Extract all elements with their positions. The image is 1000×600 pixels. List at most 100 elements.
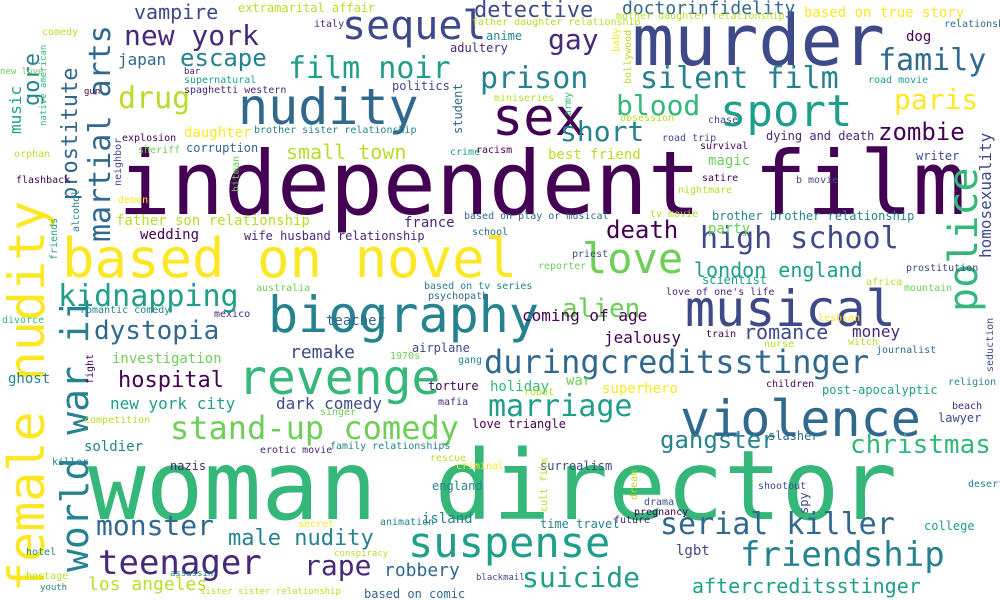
word: comedy [42,27,79,38]
word: children [766,379,815,390]
word: gangster [660,426,776,454]
word: murder [632,0,885,82]
word: flashback [16,175,71,186]
word: erotic movie [260,445,333,456]
word: ghost [8,371,51,387]
word: survival [700,141,749,152]
word: tv movie [650,209,699,220]
word: dog [906,29,932,45]
word: new love [0,67,44,77]
word: based on novel [62,227,518,290]
word: mexico [214,309,251,320]
word: politics [392,79,450,93]
word: psychopath [428,291,489,302]
word: soldier [84,439,144,455]
word: competition [84,415,151,426]
word: paris [894,83,979,116]
word: based on play or musical [464,211,609,222]
word: native american [39,44,49,126]
word: romance [744,320,829,344]
word: small town [286,140,407,164]
word: kidnapping [58,279,239,314]
word: blood [616,89,701,122]
word: party [708,221,751,237]
word: vampire [134,0,219,24]
word: post-apocalyptic [822,383,938,397]
word: based on tv series [424,281,533,292]
word: nudity [238,78,419,136]
word: desert [968,479,1000,490]
word: road trip [662,133,717,144]
word: sequel [342,3,487,49]
word: teacher [326,313,386,329]
word: pregnancy [634,507,689,518]
word: los angeles [88,574,208,595]
word: lesbian [818,313,861,324]
word: explosion [122,133,177,144]
word: teenager [98,543,262,583]
word: adultery [450,41,508,55]
word: nurse [764,339,795,350]
word: bar [184,67,201,77]
word: relationship [944,19,1000,30]
word: marriage [488,389,633,424]
word: robot [524,387,555,398]
word: writer [916,149,960,163]
word: hotel [26,547,57,558]
word: seduction [985,317,996,372]
word: escape [180,44,267,72]
word: journalist [876,345,937,356]
word: secret [298,519,335,530]
word: drug [118,81,191,116]
word: doctorinfidelity [622,0,796,19]
word: mountain [904,283,953,294]
word: corruption [186,141,259,155]
word: daughter [184,125,252,141]
word: holiday [490,379,550,395]
word: family [878,43,987,78]
word: prostitution [906,263,979,274]
word: hitman [231,155,242,192]
word: musical [685,280,896,338]
word: college [924,519,975,533]
word: gang [458,355,483,366]
word: woman director [88,430,898,542]
word: suicide [522,561,641,594]
word: divorce [2,315,45,326]
word: gay [548,23,599,56]
word: martial arts [83,25,118,242]
word: biography [268,286,539,344]
word: beach [952,401,983,412]
word: chase [708,115,739,126]
word: lawyer [938,411,982,425]
word: war [566,373,592,389]
word: surrealism [540,459,613,473]
word: violence [680,390,921,448]
word: drama [644,497,675,508]
word: school [472,227,509,238]
word: cult film [539,457,550,512]
word: blackmail [476,573,525,583]
word: torture [428,379,479,393]
word: sheriff [138,145,181,156]
word: brother brother relationship [712,209,915,223]
word: stand-up comedy [170,409,459,447]
word: fight [85,353,96,384]
word: 1970s [390,351,421,362]
word: neighbor [113,137,124,186]
word: friends [49,217,60,260]
word: witch [848,337,879,348]
word: youth [40,583,68,593]
word: italy [314,19,345,30]
word: scientist [702,273,768,287]
word: animation [380,517,435,528]
word: superhero [602,381,678,397]
word: based on comic [364,587,466,600]
word: hostage [26,571,69,582]
word: road movie [868,75,929,86]
word: based on true story [804,5,965,21]
word: independent film [118,132,966,235]
word: serial killer [660,507,895,542]
word: bollywood [623,29,634,84]
word: love of one's life [666,287,775,298]
